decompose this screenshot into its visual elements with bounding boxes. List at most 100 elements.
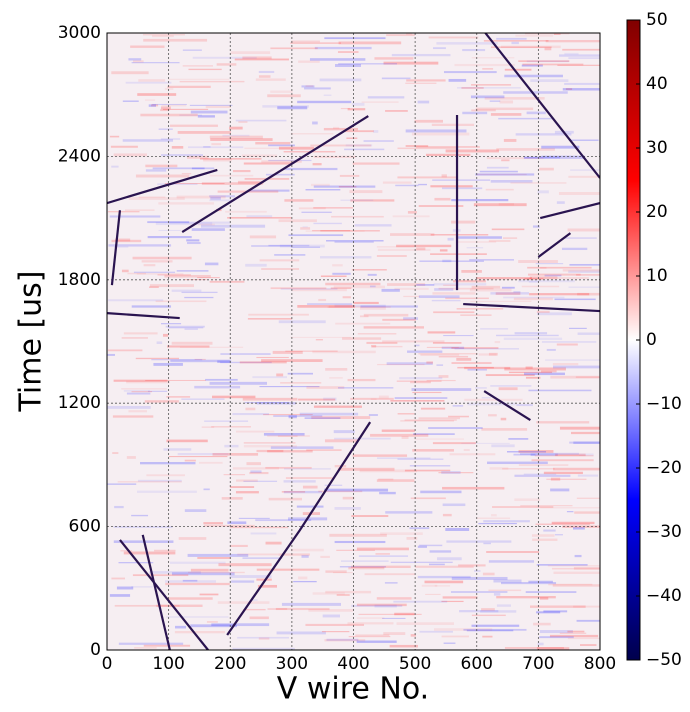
noise-streak [232, 467, 279, 470]
noise-streak [430, 253, 487, 255]
track [107, 168, 218, 205]
noise-streak [473, 203, 527, 207]
noise-streak [372, 345, 403, 348]
noise-streak [478, 522, 517, 525]
noise-streak [416, 247, 426, 251]
noise-streak [278, 219, 317, 223]
noise-streak [350, 397, 394, 400]
noise-streak [385, 511, 433, 514]
noise-streak [442, 259, 452, 263]
noise-streak [149, 571, 201, 574]
noise-streak [491, 228, 525, 231]
noise-streak [501, 159, 510, 162]
noise-streak [572, 527, 585, 530]
noise-streak [127, 272, 146, 275]
noise-streak [151, 359, 203, 361]
noise-streak [564, 82, 600, 85]
noise-streak [487, 461, 548, 465]
noise-streak [528, 580, 553, 583]
noise-streak [176, 195, 226, 199]
noise-streak [256, 568, 320, 571]
x-tick-label: 500 [399, 654, 431, 674]
noise-streak [503, 138, 517, 142]
noise-streak [486, 551, 540, 553]
noise-streak [137, 93, 177, 96]
noise-streak [305, 85, 314, 87]
noise-streak [486, 166, 509, 169]
noise-streak [325, 590, 372, 594]
noise-streak [197, 223, 215, 226]
colorbar-tick-label: 0 [646, 330, 657, 350]
noise-streak [528, 281, 539, 283]
noise-streak [224, 444, 239, 448]
noise-streak [177, 131, 232, 134]
noise-streak [257, 584, 278, 588]
noise-streak [331, 215, 384, 218]
noise-streak [203, 522, 223, 525]
noise-streak [277, 106, 308, 110]
noise-streak [376, 479, 415, 482]
noise-streak [203, 488, 210, 491]
noise-streak [351, 565, 411, 569]
noise-streak [340, 560, 389, 562]
noise-streak [469, 288, 512, 292]
noise-streak [541, 370, 557, 373]
noise-streak [461, 442, 510, 444]
noise-streak [442, 596, 478, 599]
noise-streak [220, 353, 271, 355]
noise-streak [475, 173, 535, 176]
noise-streak [145, 379, 206, 382]
noise-streak [176, 270, 209, 272]
noise-streak [155, 222, 213, 226]
noise-streak [450, 591, 508, 593]
noise-streak [285, 477, 334, 479]
noise-streak [244, 402, 290, 404]
noise-streak [554, 298, 596, 301]
noise-streak [553, 467, 600, 471]
noise-streak [381, 429, 415, 432]
noise-streak [334, 540, 386, 544]
noise-streak [184, 328, 198, 330]
noise-streak [414, 119, 444, 123]
noise-streak [290, 42, 342, 44]
noise-streak [463, 449, 470, 451]
noise-streak [276, 373, 284, 377]
noise-streak [274, 254, 306, 256]
noise-streak [363, 313, 409, 317]
noise-streak [471, 614, 506, 617]
noise-streak [298, 60, 320, 63]
noise-streak [263, 413, 313, 416]
noise-streak [481, 428, 528, 431]
noise-streak [308, 609, 354, 612]
noise-streak [126, 456, 136, 459]
noise-streak [131, 305, 172, 308]
noise-streak [152, 103, 187, 106]
noise-streak [569, 327, 587, 329]
noise-streak [461, 87, 484, 89]
noise-streak [285, 350, 338, 352]
noise-streak [305, 230, 365, 232]
noise-streak [424, 580, 464, 584]
noise-streak [498, 387, 518, 391]
noise-streak [553, 33, 561, 35]
noise-streak [315, 339, 323, 341]
noise-streak [577, 292, 600, 296]
noise-streak [540, 507, 600, 509]
noise-streak [432, 442, 476, 445]
noise-streak [464, 398, 523, 401]
noise-streak [376, 597, 412, 600]
noise-streak [400, 420, 455, 422]
noise-streak [503, 337, 563, 340]
noise-streak [160, 108, 170, 112]
noise-streak [482, 635, 493, 638]
noise-streak [318, 298, 327, 302]
noise-streak [442, 513, 452, 517]
noise-streak [179, 346, 244, 349]
noise-streak [256, 578, 272, 581]
noise-streak [222, 134, 250, 137]
noise-streak [441, 187, 483, 190]
noise-streak [454, 63, 515, 67]
noise-streak [461, 270, 482, 273]
noise-streak [524, 156, 561, 159]
noise-streak [521, 64, 543, 67]
